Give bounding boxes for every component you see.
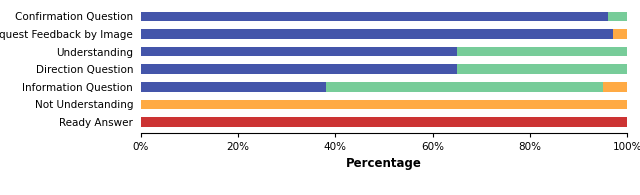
Bar <box>141 64 457 74</box>
Bar <box>141 47 457 57</box>
Bar <box>141 12 608 21</box>
Bar <box>457 64 627 74</box>
Bar <box>608 12 627 21</box>
Bar <box>457 47 627 57</box>
Bar <box>141 82 326 92</box>
Bar <box>141 29 612 39</box>
X-axis label: Percentage: Percentage <box>346 157 422 170</box>
Bar <box>141 100 627 109</box>
Bar <box>141 117 627 127</box>
Bar <box>603 82 627 92</box>
Bar <box>326 82 603 92</box>
Bar <box>612 29 627 39</box>
